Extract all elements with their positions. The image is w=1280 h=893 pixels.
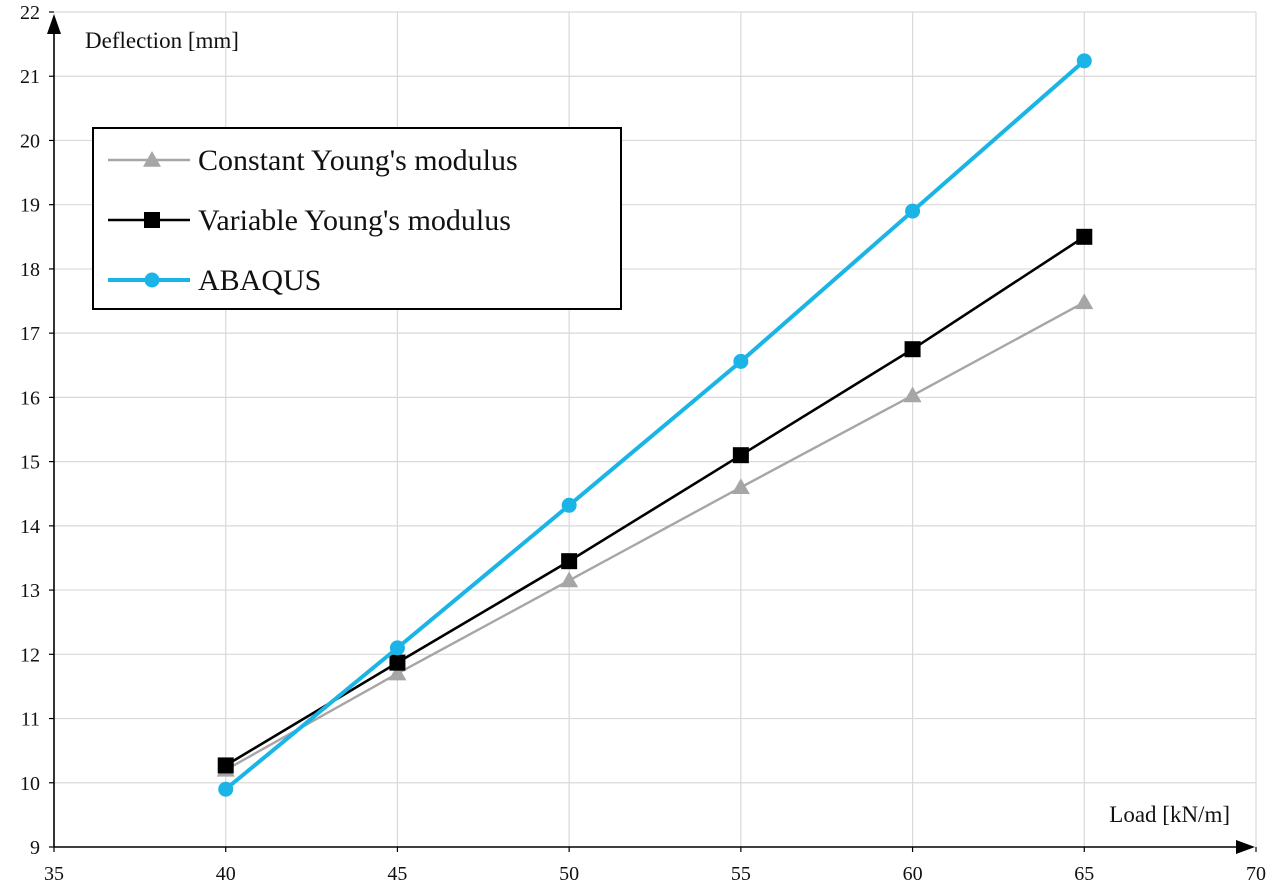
y-tick-label: 16	[20, 387, 40, 409]
series-circle	[218, 53, 1092, 797]
data-point	[389, 654, 406, 671]
data-point	[1075, 293, 1094, 310]
data-point	[561, 497, 577, 513]
series-line	[225, 235, 1085, 767]
data-point	[1076, 228, 1093, 245]
data-point	[731, 478, 750, 495]
data-point	[561, 553, 578, 570]
y-tick-label: 15	[20, 452, 40, 474]
y-tick-label: 11	[21, 709, 40, 731]
data-point	[905, 203, 921, 219]
data-point	[732, 447, 749, 464]
y-axis-label: Deflection [mm]	[85, 28, 239, 53]
y-tick-label: 13	[20, 580, 40, 602]
series-triangle	[216, 293, 1094, 777]
axes	[47, 11, 1257, 854]
y-tick-label: 17	[20, 323, 40, 345]
gridlines	[54, 11, 1257, 847]
x-axis-arrow	[1236, 840, 1255, 854]
y-tick-label: 20	[20, 130, 40, 152]
y-tick-label: 10	[20, 773, 40, 795]
legend-swatch-marker	[144, 272, 160, 288]
x-tick-label: 65	[1074, 863, 1094, 885]
data-point	[217, 757, 234, 774]
y-tick-label: 12	[20, 644, 40, 666]
legend-swatch-marker	[144, 212, 160, 228]
x-tick-label: 70	[1246, 863, 1266, 885]
tick-labels: 35 40 45 50 55 60 65 70 9 10 11 12 13 14 15 16 17 18 19 20 2…	[20, 2, 1266, 885]
data-point	[560, 571, 579, 588]
x-tick-label: 55	[731, 863, 751, 885]
series-square	[217, 228, 1093, 774]
y-tick-label: 18	[20, 259, 40, 281]
y-tick-label: 9	[30, 837, 40, 859]
y-tick-label: 19	[20, 195, 40, 217]
x-axis-label: Load [kN/m]	[1109, 802, 1230, 827]
series-group	[216, 53, 1094, 797]
y-tick-label: 14	[20, 516, 40, 538]
legend-label: Constant Young's modulus	[198, 144, 518, 177]
data-point	[904, 341, 921, 358]
data-point	[389, 640, 405, 656]
legend-label: Variable Young's modulus	[198, 204, 511, 237]
legend-label: ABAQUS	[198, 264, 321, 297]
legend: Constant Young's modulus Variable Young's…	[92, 127, 622, 310]
x-tick-label: 35	[44, 863, 64, 885]
x-tick-label: 45	[387, 863, 407, 885]
data-point	[218, 781, 234, 797]
series-line	[225, 301, 1085, 771]
x-tick-label: 50	[559, 863, 579, 885]
y-tick-label: 22	[20, 2, 40, 24]
x-tick-label: 40	[216, 863, 236, 885]
data-point	[903, 386, 922, 403]
y-axis-arrow	[47, 14, 61, 34]
x-tick-label: 60	[903, 863, 923, 885]
data-point	[1076, 53, 1092, 69]
series-line	[224, 59, 1086, 791]
data-point	[388, 664, 407, 681]
data-point	[733, 353, 749, 369]
legend-swatch-marker	[143, 151, 161, 167]
y-tick-label: 21	[20, 66, 40, 88]
